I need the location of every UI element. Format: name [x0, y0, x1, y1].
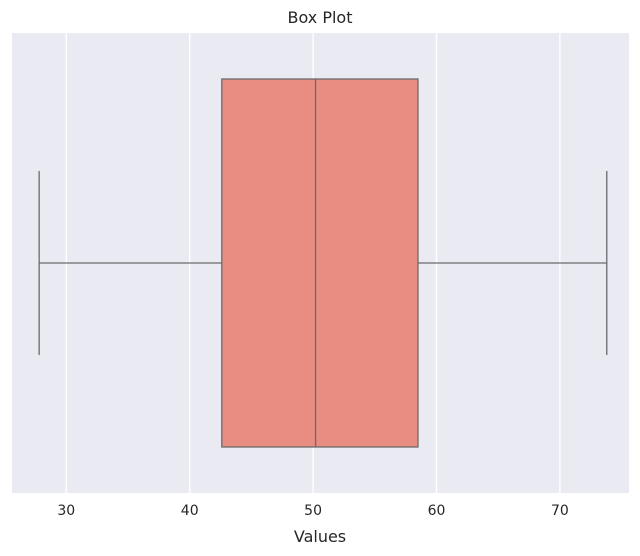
box-iqr — [221, 78, 419, 448]
x-tick-labels: 30 40 50 60 70 — [57, 503, 568, 519]
x-axis-title: Values — [294, 527, 346, 546]
x-tick-label-30: 30 — [57, 503, 75, 519]
chart-title: Box Plot — [288, 8, 353, 27]
x-tick-label-60: 60 — [428, 503, 446, 519]
box-series — [38, 78, 608, 448]
x-tick-label-40: 40 — [181, 503, 199, 519]
x-tick-label-50: 50 — [304, 503, 322, 519]
x-tick-label-70: 70 — [551, 503, 569, 519]
